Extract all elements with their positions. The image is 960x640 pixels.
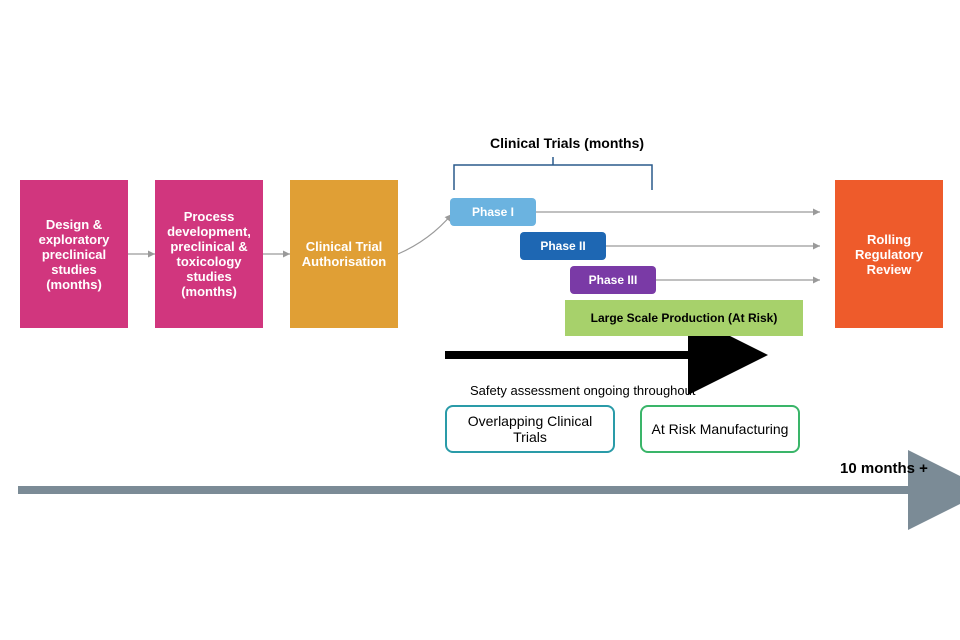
production-box: Large Scale Production (At Risk) — [565, 300, 803, 336]
stage-rolling: Rolling Regulatory Review — [835, 180, 943, 328]
stage-process: Process development, preclinical & toxic… — [155, 180, 263, 328]
overlapping-trials-label: Overlapping Clinical Trials — [455, 413, 605, 445]
safety-text: Safety assessment ongoing throughout — [470, 383, 695, 398]
at-risk-mfg-box: At Risk Manufacturing — [640, 405, 800, 453]
diagram-svg — [0, 0, 960, 640]
phase-1-label: Phase I — [472, 205, 514, 219]
overlapping-trials-box: Overlapping Clinical Trials — [445, 405, 615, 453]
phase-1: Phase I — [450, 198, 536, 226]
phase-2-label: Phase II — [540, 239, 585, 253]
stage-design-label: Design & exploratory preclinical studies… — [26, 217, 122, 292]
phases-title: Clinical Trials (months) — [490, 135, 644, 151]
phase-2: Phase II — [520, 232, 606, 260]
stage-cta: Clinical Trial Authorisation — [290, 180, 398, 328]
phase-3-label: Phase III — [589, 273, 638, 287]
timeline-label: 10 months + — [840, 460, 928, 477]
stage-cta-label: Clinical Trial Authorisation — [296, 239, 392, 269]
production-label: Large Scale Production (At Risk) — [591, 311, 778, 325]
phase-3: Phase III — [570, 266, 656, 294]
stage-rolling-label: Rolling Regulatory Review — [841, 232, 937, 277]
at-risk-mfg-label: At Risk Manufacturing — [652, 421, 789, 437]
stage-process-label: Process development, preclinical & toxic… — [161, 209, 257, 299]
stage-design: Design & exploratory preclinical studies… — [20, 180, 128, 328]
